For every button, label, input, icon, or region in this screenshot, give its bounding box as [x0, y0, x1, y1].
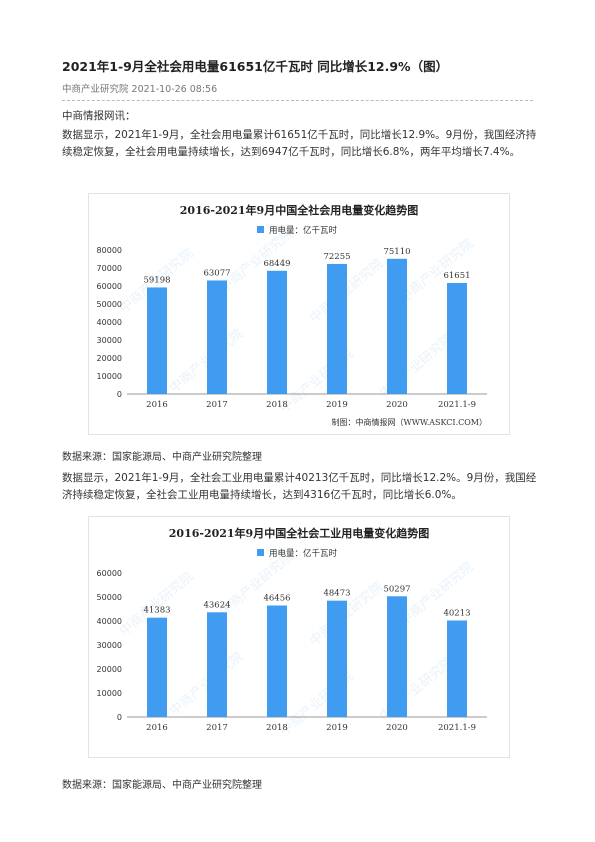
x-tick-label: 2019: [326, 400, 348, 410]
data-label: 59198: [143, 275, 170, 285]
y-tick-label: 30000: [97, 641, 122, 650]
data-label: 72255: [323, 252, 350, 262]
watermark-text: 中商产业研究院: [167, 326, 246, 396]
x-tick-label: 2018: [266, 400, 288, 410]
data-label: 68449: [263, 259, 290, 269]
bar: [447, 620, 467, 717]
x-tick-label: 2020: [386, 400, 408, 410]
paragraph-1: 数据显示，2021年1-9月，全社会用电量累计61651亿千瓦时，同比增长12.…: [62, 129, 537, 158]
data-label: 50297: [383, 584, 410, 594]
y-tick-label: 0: [117, 390, 122, 399]
y-tick-label: 0: [117, 713, 122, 722]
data-label: 75110: [383, 247, 410, 257]
y-tick-label: 50000: [97, 593, 122, 602]
y-tick-label: 80000: [97, 246, 122, 255]
bar: [327, 263, 347, 394]
legend-swatch: [257, 549, 264, 556]
x-tick-label: 2019: [326, 723, 348, 733]
divider: [62, 100, 533, 101]
article-title: 2021年1-9月全社会用电量61651亿千瓦时 同比增长12.9%（图）: [62, 59, 449, 74]
y-tick-label: 10000: [97, 689, 122, 698]
y-tick-label: 20000: [97, 665, 122, 674]
y-tick-label: 20000: [97, 354, 122, 363]
watermark-text: 中商产业研究院: [167, 649, 246, 719]
y-tick-label: 10000: [97, 372, 122, 381]
article-meta: 中商产业研究院 2021-10-26 08:56: [62, 84, 218, 95]
data-label: 61651: [443, 271, 470, 281]
bar: [147, 287, 167, 394]
bar: [267, 605, 287, 717]
x-tick-label: 2016: [146, 400, 168, 410]
data-label: 41383: [143, 606, 170, 616]
y-tick-label: 40000: [97, 617, 122, 626]
legend-swatch: [257, 226, 264, 233]
bar: [387, 258, 407, 394]
y-tick-label: 50000: [97, 300, 122, 309]
y-tick-label: 40000: [97, 318, 122, 327]
bar: [147, 617, 167, 717]
y-tick-label: 60000: [97, 282, 122, 291]
data-label: 63077: [203, 268, 230, 278]
data-label: 43624: [203, 600, 230, 610]
bar: [387, 596, 407, 717]
data-label: 40213: [443, 608, 470, 618]
legend-label: 用电量：亿千瓦时: [269, 548, 338, 559]
paragraph-2: 数据显示，2021年1-9月，全社会工业用电量累计40213亿千瓦时，同比增长1…: [62, 472, 537, 501]
x-tick-label: 2021.1-9: [438, 723, 476, 733]
intro-text: 中商情报网讯：: [62, 110, 136, 122]
y-tick-label: 30000: [97, 336, 122, 345]
x-tick-label: 2016: [146, 723, 168, 733]
x-tick-label: 2017: [206, 723, 228, 733]
data-label: 46456: [263, 594, 290, 604]
source-note-2: 数据来源：国家能源局、中商产业研究院整理: [62, 780, 262, 791]
watermark-text: 中商产业研究院: [397, 559, 476, 629]
source-note-1: 数据来源：国家能源局、中商产业研究院整理: [62, 452, 262, 463]
chart-industrial-electricity-consumption: 中商产业研究院 中商产业研究院 中商产业研究院 中商产业研究院 中商产业研究院 中商产业研…: [88, 516, 510, 758]
chart-electricity-consumption: 中商产业研究院 中商产业研究院 中商产业研究院 中商产业研究院 中商产业研究院 中商产业研…: [88, 193, 510, 435]
chart-title: 2016-2021年9月中国全社会用电量变化趋势图: [180, 203, 418, 217]
bar: [207, 280, 227, 394]
x-tick-label: 2018: [266, 723, 288, 733]
bar: [447, 283, 467, 394]
bar: [207, 612, 227, 717]
chart-credit: 制图：中商情报网（WWW.ASKCI.COM）: [331, 417, 487, 427]
y-tick-label: 60000: [97, 569, 122, 578]
legend-label: 用电量：亿千瓦时: [269, 225, 338, 236]
x-tick-label: 2021.1-9: [438, 400, 476, 410]
data-label: 48473: [323, 589, 350, 599]
chart-title: 2016-2021年9月中国全社会工业用电量变化趋势图: [169, 526, 429, 540]
x-tick-label: 2017: [206, 400, 228, 410]
y-tick-label: 70000: [97, 264, 122, 273]
bar: [267, 270, 287, 394]
x-tick-label: 2020: [386, 723, 408, 733]
bar: [327, 600, 347, 717]
